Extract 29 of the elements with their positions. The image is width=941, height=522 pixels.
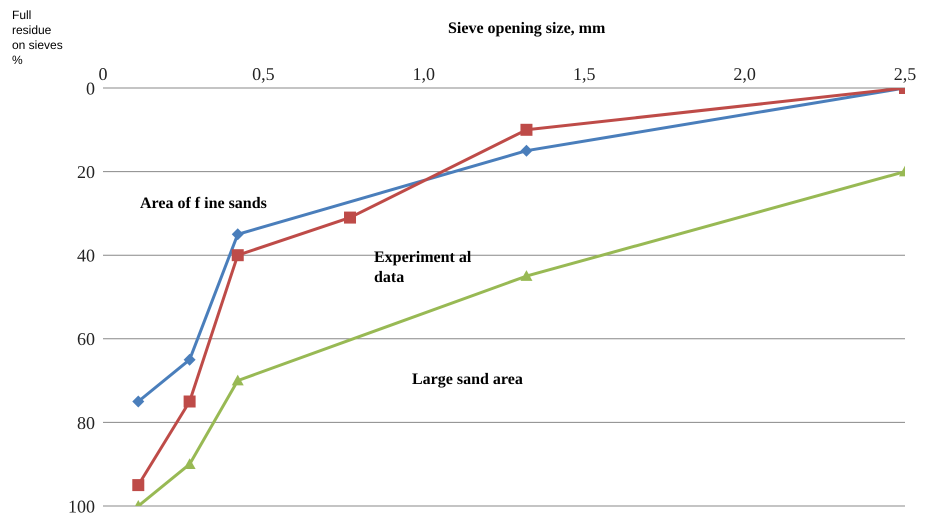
y-tick-label: 80: [77, 412, 95, 433]
x-tick-label: 0: [98, 64, 108, 84]
point: [520, 270, 532, 281]
annotation: Experiment al data: [374, 248, 472, 288]
x-tick-label: 2,5: [894, 64, 916, 84]
y-tick-label: 0: [86, 78, 95, 98]
point: [520, 144, 532, 157]
y-tick-label: 100: [68, 496, 95, 516]
x-tick-label: 2,0: [733, 64, 756, 84]
point: [344, 212, 356, 224]
x-tick-label: 1,5: [572, 64, 596, 84]
y-axis-title: Full residue on sieves %: [12, 8, 64, 68]
point: [184, 396, 196, 408]
point: [232, 249, 244, 262]
point: [232, 374, 244, 386]
point: [184, 354, 196, 366]
y-tick-label: 60: [77, 329, 95, 350]
x-tick-label: 1,0: [412, 64, 436, 84]
point: [184, 458, 196, 469]
point: [232, 228, 244, 240]
x-tick-label: 0,5: [252, 64, 275, 84]
y-tick-label: 40: [77, 246, 95, 266]
point: [132, 479, 144, 492]
point: [520, 124, 532, 136]
point: [132, 396, 144, 408]
y-tick-label: 20: [77, 162, 95, 182]
annotation: Large sand area: [412, 370, 524, 390]
x-axis-title: Sieve opening size, mm: [448, 20, 606, 38]
annotation: Area of f ine sands: [140, 194, 268, 214]
